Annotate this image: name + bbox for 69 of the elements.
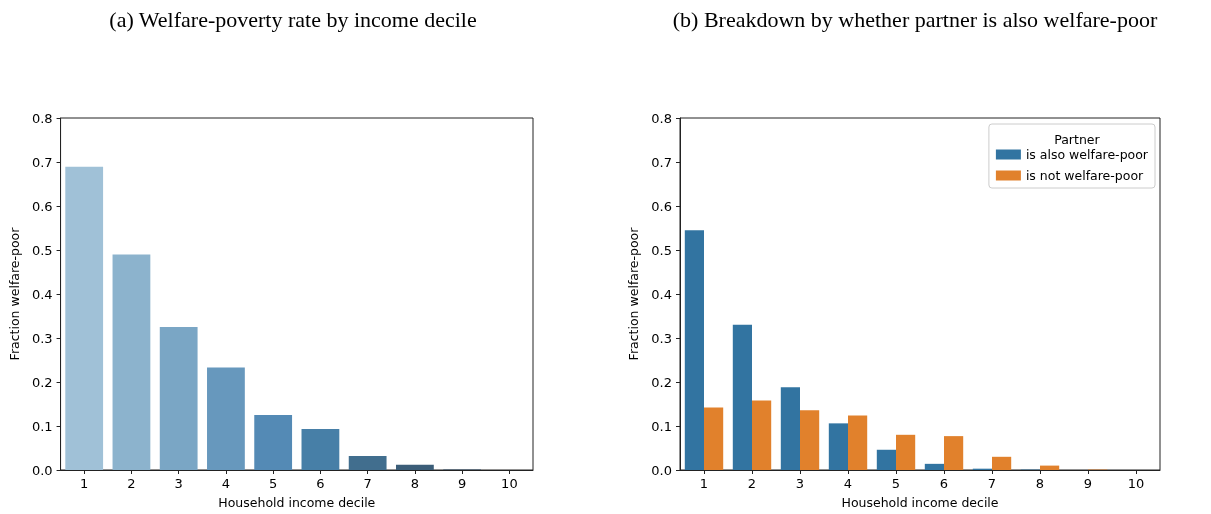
y-tick-label: 0.5 — [31, 242, 53, 258]
bar — [254, 415, 293, 470]
x-tick-label: 8 — [410, 476, 420, 491]
x-tick-label: 10 — [1127, 476, 1145, 491]
y-tick-label: 0.1 — [651, 418, 672, 434]
y-tick-label: 0.8 — [651, 110, 672, 126]
legend-label: is also welfare-poor — [1025, 147, 1149, 162]
x-tick-label: 8 — [1035, 476, 1045, 491]
x-tick-label: 7 — [987, 476, 997, 491]
x-tick-label: 7 — [363, 476, 372, 491]
bar — [301, 429, 340, 470]
legend-label: is not welfare-poor — [1025, 168, 1145, 183]
y-tick-label: 0.5 — [651, 242, 672, 258]
y-axis-title: Fraction welfare-poor — [7, 226, 22, 361]
x-tick-label: 9 — [1083, 476, 1093, 491]
y-tick-label: 0.1 — [31, 418, 53, 434]
x-tick-label: 3 — [795, 476, 805, 491]
x-tick-label: 4 — [843, 476, 853, 491]
x-tick-label: 2 — [747, 476, 757, 491]
bar — [752, 400, 772, 470]
y-tick-label: 0.4 — [31, 286, 53, 302]
x-tick-label: 9 — [458, 476, 467, 491]
bar — [896, 434, 916, 470]
bar — [207, 367, 245, 470]
bar — [732, 324, 752, 470]
x-axis-title: Household income decile — [218, 495, 376, 510]
bar — [396, 464, 434, 470]
y-tick-label: 0.8 — [31, 110, 53, 126]
bar — [1040, 465, 1060, 470]
x-tick-label: 2 — [127, 476, 136, 491]
chart-title: (a) Welfare-poverty rate by income decile — [109, 6, 477, 32]
x-tick-label: 1 — [699, 476, 709, 491]
y-tick-label: 0.6 — [31, 198, 53, 214]
y-axis-title: Fraction welfare-poor — [626, 226, 642, 361]
x-tick-label: 6 — [939, 476, 949, 491]
x-tick-label: 3 — [174, 476, 183, 491]
y-tick-label: 0.0 — [31, 462, 53, 478]
chart-title: (b) Breakdown by whether partner is also welfare-poor — [672, 6, 1158, 32]
legend-title: Partner — [1054, 132, 1101, 147]
x-tick-label: 5 — [269, 476, 278, 491]
bar — [828, 423, 848, 470]
y-tick-label: 0.3 — [651, 330, 672, 346]
bar — [800, 410, 820, 470]
bar — [65, 166, 104, 470]
bar — [848, 415, 868, 470]
bar — [112, 254, 151, 470]
y-tick-label: 0.7 — [31, 154, 53, 170]
y-tick-label: 0.2 — [651, 374, 672, 390]
x-tick-label: 4 — [221, 476, 231, 491]
y-tick-label: 0.0 — [651, 462, 672, 478]
bar — [992, 456, 1012, 470]
bar — [944, 436, 964, 470]
y-tick-label: 0.7 — [651, 154, 672, 170]
bar — [159, 327, 198, 470]
bar — [876, 449, 896, 470]
x-tick-label: 1 — [80, 476, 89, 491]
y-tick-label: 0.2 — [31, 374, 53, 390]
bar — [704, 407, 724, 470]
y-tick-label: 0.4 — [651, 286, 672, 302]
y-tick-label: 0.6 — [651, 198, 672, 214]
x-tick-label: 6 — [316, 476, 325, 491]
x-tick-label: 10 — [501, 476, 518, 491]
bar — [348, 455, 387, 470]
x-tick-label: 5 — [891, 476, 901, 491]
bar — [780, 387, 800, 470]
y-tick-label: 0.3 — [31, 330, 53, 346]
x-axis-title: Household income decile — [841, 495, 999, 510]
bar — [924, 463, 944, 470]
bar — [684, 230, 704, 470]
